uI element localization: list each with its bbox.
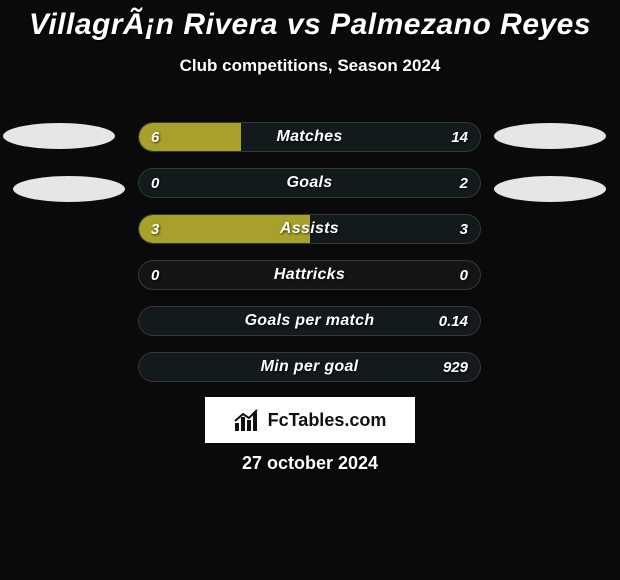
stat-row: Min per goal929 xyxy=(138,352,481,382)
stat-value-right: 2 xyxy=(460,169,468,197)
stat-value-right: 929 xyxy=(443,353,468,381)
stat-rows: Matches614Goals02Assists33Hattricks00Goa… xyxy=(138,122,481,398)
page-title: VillagrÃ¡n Rivera vs Palmezano Reyes xyxy=(0,0,620,42)
brand-text: FcTables.com xyxy=(268,410,387,431)
stat-value-right: 14 xyxy=(451,123,468,151)
stat-label: Goals per match xyxy=(139,307,480,335)
team-flag xyxy=(494,176,606,202)
team-flag xyxy=(13,176,125,202)
stat-row: Matches6 14 xyxy=(138,122,481,152)
brand-box[interactable]: FcTables.com xyxy=(205,397,415,443)
team-flag xyxy=(3,123,115,149)
stat-row: Goals per match0.14 xyxy=(138,306,481,336)
stat-label: Min per goal xyxy=(139,353,480,381)
stat-label: Goals xyxy=(139,169,480,197)
stat-value-right: 0.14 xyxy=(439,307,468,335)
team-flag xyxy=(494,123,606,149)
stat-label: Hattricks xyxy=(139,261,480,289)
stat-row: Goals0 2 xyxy=(138,168,481,198)
date-label: 27 october 2024 xyxy=(0,453,620,474)
stat-row: Hattricks0 0 xyxy=(138,260,481,290)
stat-value-left: 0 xyxy=(151,169,159,197)
stat-row: Assists3 3 xyxy=(138,214,481,244)
stat-label: Assists xyxy=(139,215,480,243)
stat-value-right: 3 xyxy=(460,215,468,243)
bar-chart-icon xyxy=(234,409,260,431)
stat-value-left: 0 xyxy=(151,261,159,289)
stat-value-left: 3 xyxy=(151,215,159,243)
stat-value-right: 0 xyxy=(460,261,468,289)
subtitle: Club competitions, Season 2024 xyxy=(0,56,620,76)
stat-value-left: 6 xyxy=(151,123,159,151)
stat-label: Matches xyxy=(139,123,480,151)
comparison-infographic: VillagrÃ¡n Rivera vs Palmezano Reyes Clu… xyxy=(0,0,620,580)
